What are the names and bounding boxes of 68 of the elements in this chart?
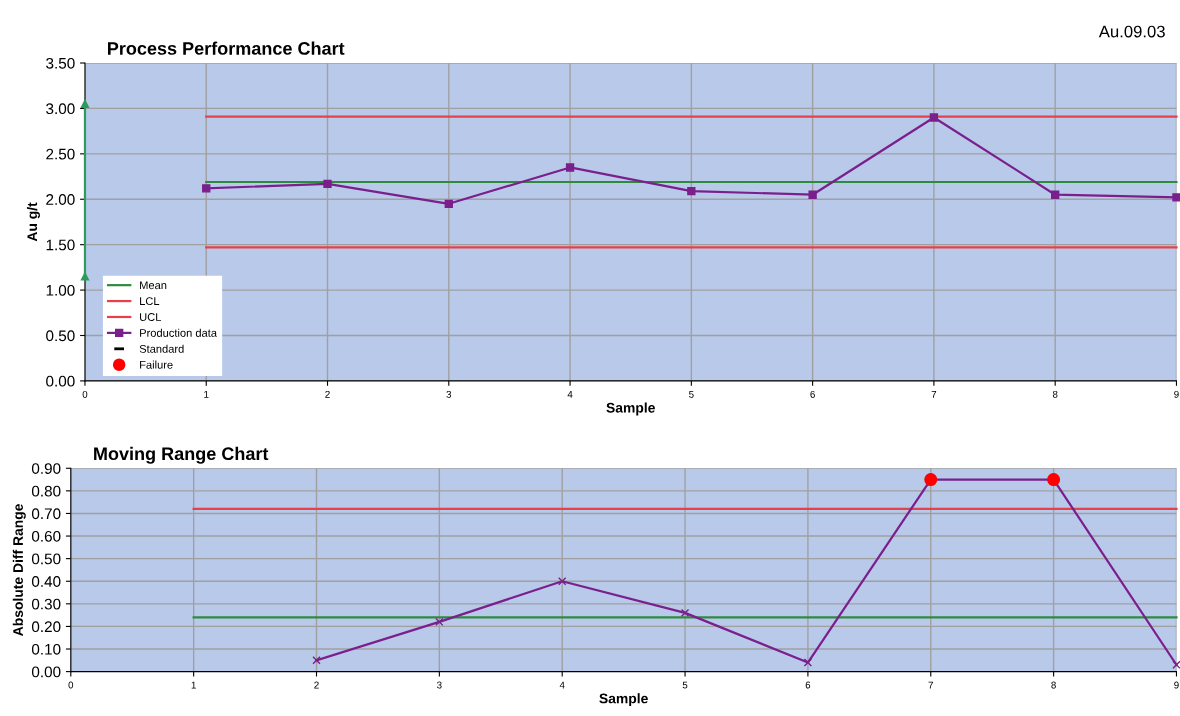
legend-label: Mean [140,281,167,290]
legend-label: Failure [140,360,173,369]
y-tick-label: 3.50 [46,57,75,69]
y-tick-label: 0.80 [31,485,61,497]
point [1172,660,1180,669]
y-axis-title: Absolute Diff Range [12,504,26,636]
x-tick-label: 5 [689,390,694,398]
point [444,199,453,208]
x-axis-title: Sample [606,402,655,416]
point [803,658,813,667]
y-tick-label: 0.50 [46,330,75,342]
y-tick-label: 1.50 [46,239,75,251]
point [323,179,332,188]
x-tick-label: 9 [1174,681,1179,689]
point [565,163,575,172]
point [1172,193,1180,202]
y-tick-label: 0.20 [31,621,61,633]
x-axis-title: Sample [599,693,648,707]
x-tick-label: 2 [325,390,330,398]
point [80,272,90,281]
x-tick-label: 0 [68,681,74,689]
y-tick-label: 0.00 [46,375,75,387]
x-tick-label: 3 [437,681,442,689]
y-axis-title: Au g/t [26,202,40,242]
x-tick-label: 3 [446,390,452,398]
x-tick-label: 7 [928,681,933,689]
point [558,577,567,586]
x-tick-label: 0 [82,390,88,398]
point [680,608,690,618]
x-tick-label: 8 [1052,390,1058,398]
y-tick-label: 0.90 [31,463,61,474]
y-tick-label: 0.50 [31,553,61,565]
legend-label: Production data [140,328,217,337]
point [312,656,321,665]
x-tick-label: 5 [682,681,688,689]
point [687,186,696,196]
x-tick-label: 4 [567,390,573,398]
y-tick-label: 0.70 [31,508,61,520]
y-tick-label: 0.30 [31,598,61,610]
x-tick-label: 1 [204,390,209,398]
point [202,184,211,193]
y-tick-label: 2.50 [46,148,75,160]
y-tick-label: 1.00 [46,284,75,296]
point [929,113,939,122]
legend-label: Standard [139,344,184,353]
x-tick-label: 4 [559,681,565,689]
y-tick-label: 0.60 [31,530,61,542]
point [1051,190,1060,199]
text: Au.09.03 [1098,25,1165,38]
point [808,190,817,199]
legend-label: UCL [140,313,162,321]
y-tick-label: 0.00 [31,666,61,678]
x-tick-label: 1 [191,681,196,689]
y-tick-label: 0.10 [31,643,61,655]
x-tick-label: 9 [1174,390,1179,398]
legend-label: LCL [140,297,160,306]
point [435,617,444,627]
point [80,99,90,109]
y-tick-label: 0.40 [31,576,61,587]
x-tick-label: 7 [931,390,937,398]
y-tick-label: 2.00 [46,194,75,205]
x-tick-label: 2 [314,681,319,689]
chart-title: Process Performance Chart [108,41,345,55]
x-tick-label: 6 [805,681,811,689]
x-tick-label: 6 [810,390,815,398]
chart-title: Moving Range Chart [94,446,269,464]
y-tick-label: 3.00 [46,103,75,115]
x-tick-label: 8 [1051,681,1056,689]
